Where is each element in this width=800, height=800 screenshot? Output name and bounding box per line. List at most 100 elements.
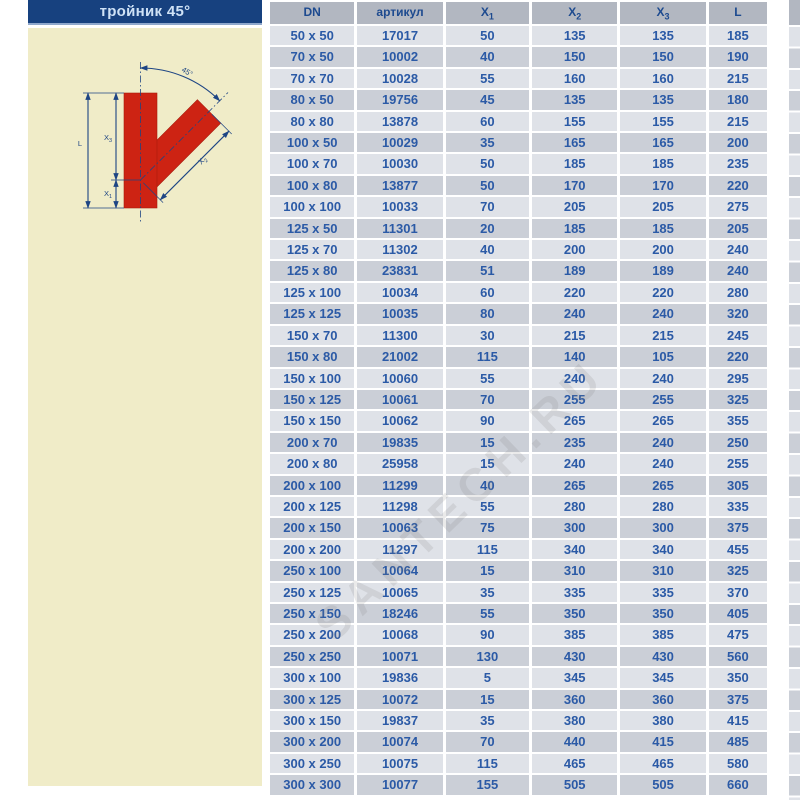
table-cell: 430	[532, 646, 618, 667]
table-cell: 150	[620, 47, 706, 67]
table-cell: 430	[620, 646, 706, 667]
table-cell: 465	[620, 753, 706, 774]
table-row: 125 x 50 11301 20 185 185 205	[270, 218, 767, 239]
table-cell: 300	[532, 518, 618, 538]
table-cell: 10028	[357, 68, 443, 89]
table-cell: 10075	[357, 753, 443, 774]
table-cell: 18246	[357, 603, 443, 624]
table-cell: 10030	[357, 154, 443, 174]
table-cell: 170	[532, 175, 618, 196]
table-row: 250 x 250 10071 130 430 430 560	[270, 646, 767, 667]
table-cell: 300 x 200	[270, 732, 355, 752]
table-cell: 20	[445, 218, 530, 239]
table-cell: 80 x 80	[270, 111, 355, 132]
table-cell: 300 x 250	[270, 753, 355, 774]
left-column: тройник 45°	[28, 0, 262, 786]
table-cell: 415	[620, 732, 706, 752]
table-cell: 240	[620, 368, 706, 388]
table-cell: 115	[445, 753, 530, 774]
table-cell: 70	[445, 732, 530, 752]
table-cell: 240	[620, 304, 706, 324]
table-cell: 40	[445, 475, 530, 495]
table-cell: 240	[532, 368, 618, 388]
table-cell: 115	[445, 539, 530, 560]
table-cell: 385	[620, 625, 706, 645]
dimension-label-x1: X1	[104, 189, 112, 200]
column-header-x3: X3	[620, 2, 706, 24]
table-cell: 300 x 100	[270, 668, 355, 688]
table-cell: 185	[708, 26, 767, 46]
table-row: 150 x 100 10060 55 240 240 295	[270, 368, 767, 388]
table-cell: 140	[532, 347, 618, 367]
table-cell: 250 x 100	[270, 561, 355, 581]
table-cell: 60	[445, 282, 530, 303]
table-cell: 10035	[357, 304, 443, 324]
table-cell: 45	[445, 90, 530, 110]
table-row: 150 x 125 10061 70 255 255 325	[270, 389, 767, 410]
table-cell: 150 x 125	[270, 389, 355, 410]
table-cell: 10072	[357, 689, 443, 709]
table-cell: 135	[620, 26, 706, 46]
table-cell: 385	[532, 625, 618, 645]
table-cell: 205	[708, 218, 767, 239]
section-title-bar: тройник 45°	[28, 0, 262, 25]
table-cell: 240	[620, 454, 706, 474]
table-cell: 465	[532, 753, 618, 774]
table-row: 300 x 125 10072 15 360 360 375	[270, 689, 767, 709]
table-cell: 21002	[357, 347, 443, 367]
table-cell: 25958	[357, 454, 443, 474]
table-cell: 70	[445, 197, 530, 217]
table-cell: 125 x 80	[270, 261, 355, 281]
table-cell: 10062	[357, 411, 443, 431]
table-cell: 200 x 100	[270, 475, 355, 495]
table-cell: 5	[445, 668, 530, 688]
table-cell: 189	[620, 261, 706, 281]
diagram-panel: L X3 X1 X2 4	[28, 28, 262, 786]
table-cell: 10063	[357, 518, 443, 538]
table-cell: 150 x 100	[270, 368, 355, 388]
table-cell: 100 x 70	[270, 154, 355, 174]
table-cell: 10029	[357, 133, 443, 153]
table-cell: 215	[708, 111, 767, 132]
table-row: 200 x 200 11297 115 340 340 455	[270, 539, 767, 560]
table-cell: 35	[445, 711, 530, 731]
table-cell: 340	[620, 539, 706, 560]
table-cell: 440	[532, 732, 618, 752]
table-row: 100 x 100 10033 70 205 205 275	[270, 197, 767, 217]
table-cell: 10068	[357, 625, 443, 645]
table-row: 100 x 70 10030 50 185 185 235	[270, 154, 767, 174]
table-cell: 200 x 125	[270, 496, 355, 517]
table-row: 125 x 100 10034 60 220 220 280	[270, 282, 767, 303]
table-row: 200 x 150 10063 75 300 300 375	[270, 518, 767, 538]
table-cell: 100 x 80	[270, 175, 355, 196]
table-cell: 185	[532, 154, 618, 174]
table-cell: 250 x 125	[270, 582, 355, 602]
table-cell: 310	[532, 561, 618, 581]
table-cell: 75	[445, 518, 530, 538]
table-cell: 125 x 100	[270, 282, 355, 303]
table-row: 250 x 125 10065 35 335 335 370	[270, 582, 767, 602]
table-cell: 405	[708, 603, 767, 624]
table-row: 125 x 70 11302 40 200 200 240	[270, 240, 767, 260]
table-cell: 19837	[357, 711, 443, 731]
table-cell: 165	[532, 133, 618, 153]
table-cell: 10061	[357, 389, 443, 410]
table-cell: 200 x 70	[270, 432, 355, 453]
table-cell: 10002	[357, 47, 443, 67]
table-cell: 50 x 50	[270, 26, 355, 46]
table-cell: 660	[708, 775, 767, 795]
table-cell: 200 x 150	[270, 518, 355, 538]
table-cell: 135	[532, 90, 618, 110]
table-cell: 180	[708, 90, 767, 110]
table-cell: 40	[445, 240, 530, 260]
table-area: DN артикул X1 X2 X3 L 50 x 50 17017 50 135 1…	[267, 0, 770, 797]
table-cell: 100 x 50	[270, 133, 355, 153]
table-cell: 350	[620, 603, 706, 624]
table-cell: 170	[620, 175, 706, 196]
table-cell: 11300	[357, 325, 443, 346]
table-cell: 150	[532, 47, 618, 67]
table-cell: 250 x 250	[270, 646, 355, 667]
tee-fitting-shape	[123, 92, 222, 209]
table-cell: 255	[708, 454, 767, 474]
table-cell: 30	[445, 325, 530, 346]
